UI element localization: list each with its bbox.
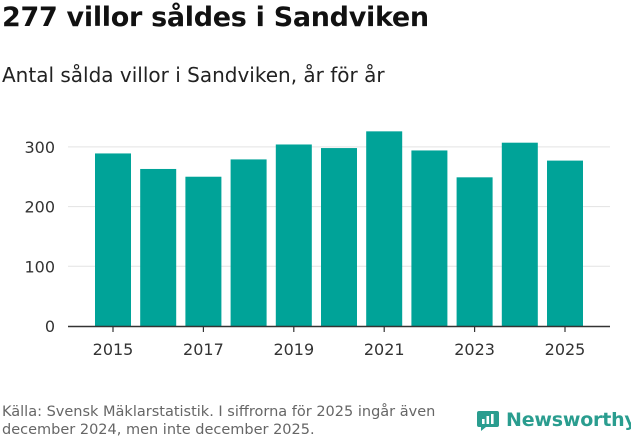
chart-title: 277 villor såldes i Sandviken (2, 2, 429, 33)
y-tick-label: 0 (45, 317, 55, 336)
bar-chart: 0 100 200 300 2015 2017 2019 2021 2023 2025 (24, 131, 610, 359)
source-note: Källa: Svensk Mäklarstatistik. I siffror… (2, 404, 436, 438)
bar-2025 (547, 160, 583, 326)
bar-2015 (95, 153, 131, 326)
bar-2018 (230, 159, 267, 326)
axes: 0 100 200 300 2015 2017 2019 2021 2023 2025 (24, 138, 610, 359)
bar-2017 (185, 176, 222, 326)
newsworthy-logo: Newsworthy (476, 408, 631, 432)
bars (95, 131, 583, 326)
bar-2016 (140, 168, 177, 326)
y-tick-label: 300 (24, 138, 55, 157)
x-tick-label: 2017 (183, 340, 224, 359)
x-tick-label: 2019 (273, 340, 314, 359)
bar-2021 (366, 131, 403, 326)
x-tick-label: 2015 (93, 340, 134, 359)
chart-subtitle: Antal sålda villor i Sandviken, år för å… (2, 63, 385, 87)
y-tick-label: 200 (24, 198, 55, 217)
bar-2019 (275, 144, 312, 326)
bar-2024 (501, 142, 538, 326)
brand-name: Newsworthy (506, 409, 631, 431)
x-tick-label: 2023 (454, 340, 495, 359)
newsworthy-logo-icon (477, 411, 499, 431)
y-tick-label: 100 (24, 257, 55, 276)
x-tick-label: 2025 (545, 340, 586, 359)
bar-2020 (321, 148, 357, 326)
bar-2022 (411, 150, 448, 326)
x-tick-label: 2021 (364, 340, 405, 359)
bar-2023 (456, 177, 493, 326)
